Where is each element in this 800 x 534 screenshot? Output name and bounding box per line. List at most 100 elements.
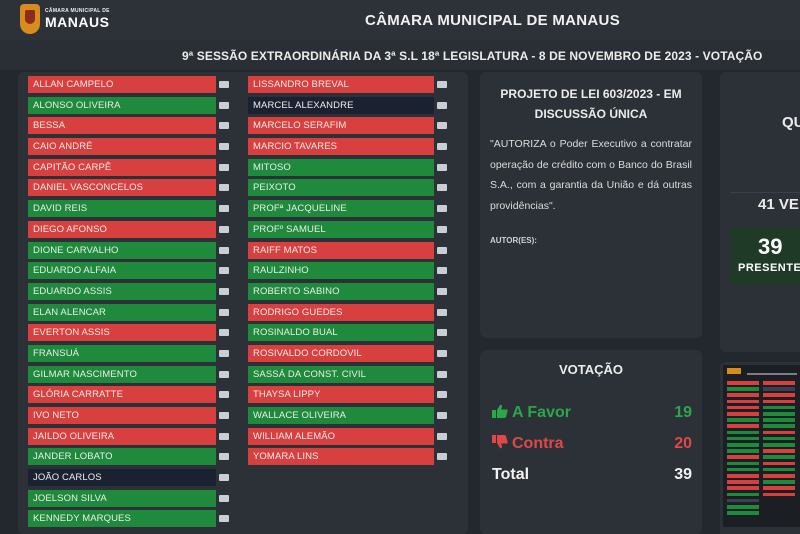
preview-row: [727, 486, 759, 490]
projeto-title: PROJETO DE LEI 603/2023 - EM DISCUSSÃO Ú…: [500, 87, 682, 121]
vereador-name: BESSA: [28, 117, 216, 135]
vereador-name: ROSIVALDO CORDOVIL: [248, 344, 434, 362]
quorum-title: QU: [782, 114, 800, 131]
logo-big-text: MANAUS: [45, 14, 110, 30]
party-badge-icon: [219, 494, 229, 502]
party-badge-icon: [437, 122, 447, 130]
party-badge-icon: [219, 287, 229, 295]
preview-panel: [723, 365, 800, 527]
vereador-name: RODRIGO GUEDES: [248, 303, 434, 321]
votacao-card: VOTAÇÃO A Favor 19 Contra 20 Total 39: [480, 350, 702, 534]
party-badge-icon: [219, 391, 229, 399]
page-title: CÂMARA MUNICIPAL DE MANAUS: [364, 12, 620, 29]
vereador-name: EDUARDO ALFAIA: [28, 262, 216, 280]
preview-logo: [727, 368, 741, 374]
preview-row: [763, 418, 795, 422]
party-badge-icon: [437, 370, 447, 378]
party-badge-icon: [219, 267, 229, 275]
preview-row: [763, 412, 795, 416]
party-badge-icon: [219, 81, 229, 88]
preview-row: [763, 449, 795, 453]
party-badge-icon: [219, 163, 229, 171]
preview-row: [763, 486, 795, 490]
party-badge-icon: [219, 329, 229, 337]
party-badge-icon: [437, 163, 447, 171]
vereador-name: DIEGO AFONSO: [28, 220, 216, 238]
favor-label: A Favor: [512, 404, 571, 421]
party-badge-icon: [219, 474, 229, 482]
party-badge-icon: [219, 453, 229, 461]
party-badge-icon: [437, 205, 447, 213]
party-badge-icon: [437, 184, 447, 192]
crest-icon: [20, 4, 40, 34]
preview-row: [763, 424, 795, 428]
vereador-name: PROFª JACQUELINE: [248, 200, 434, 218]
preview-row: [727, 387, 759, 391]
party-badge-icon: [437, 143, 447, 151]
vereador-name: ROSINALDO BUAL: [248, 324, 434, 342]
preview-row: [727, 474, 759, 478]
preview-thumbnail: [720, 362, 800, 534]
vereador-name: IVO NETO: [28, 407, 216, 424]
vereador-name: ROBERTO SABINO: [248, 282, 434, 300]
vereador-name: DIONE CARVALHO: [28, 241, 216, 259]
vereador-name: GLÓRIA CARRATTE: [28, 386, 216, 404]
vereador-name: MARCELO SERAFIM: [248, 117, 434, 135]
vereador-name: WILLIAM ALEMÃO: [248, 427, 434, 445]
vereador-name: LISSANDRO BREVAL: [248, 76, 434, 93]
preview-row: [727, 399, 759, 404]
logo-small-text: CÂMARA MUNICIPAL DE: [45, 8, 110, 14]
contra-count: 20: [674, 435, 692, 452]
preview-row: [763, 492, 795, 497]
favor-line: A Favor 19: [492, 404, 692, 422]
party-badge-icon: [219, 225, 229, 233]
presentes-count: 39: [758, 234, 783, 259]
preview-row: [727, 430, 759, 435]
vereador-name: JAILDO OLIVEIRA: [28, 427, 216, 445]
contra-label: Contra: [512, 435, 564, 452]
quorum-card: QU 41 VE 39 PRESENTE: [720, 72, 800, 352]
projeto-card: PROJETO DE LEI 603/2023 - EM DISCUSSÃO Ú…: [480, 72, 702, 338]
preview-row: [727, 461, 759, 466]
vereador-name: MARCEL ALEXANDRE: [248, 96, 434, 114]
preview-row: [763, 381, 795, 385]
preview-row: [763, 480, 795, 484]
preview-row: [727, 449, 759, 453]
vereador-name: JOELSON SILVA: [28, 489, 216, 507]
party-badge-icon: [219, 246, 229, 254]
party-badge-icon: [219, 184, 229, 192]
party-badge-icon: [437, 412, 447, 419]
party-badge-icon: [437, 225, 447, 233]
preview-row: [763, 393, 795, 397]
vereador-name: FRANSUÁ: [28, 344, 216, 362]
preview-row: [727, 492, 759, 497]
vereador-name: MITOSO: [248, 158, 434, 176]
preview-row: [727, 467, 759, 472]
vereador-name: EVERTON ASSIS: [28, 324, 216, 342]
preview-row: [727, 505, 759, 509]
preview-row: [727, 412, 759, 416]
projeto-description: "AUTORIZA o Poder Executivo a contratar …: [490, 138, 692, 212]
preview-row: [763, 436, 795, 441]
preview-row: [763, 405, 795, 410]
vereador-name: JANDER LOBATO: [28, 448, 216, 466]
party-badge-icon: [219, 101, 229, 109]
total-line: Total 39: [492, 466, 692, 484]
total-count: 39: [674, 466, 692, 483]
vereador-name: RAULZINHO: [248, 262, 434, 280]
party-badge-icon: [219, 412, 229, 419]
vereador-name: THAYSA LIPPY: [248, 386, 434, 404]
preview-row: [727, 418, 759, 422]
preview-row: [727, 511, 759, 515]
vereador-name: GILMAR NASCIMENTO: [28, 365, 216, 383]
preview-row: [763, 443, 795, 447]
vereadores-panel: ALLAN CAMPELO ALONSO OLIVEIRA BESSA CAIO AN…: [18, 72, 468, 534]
vereador-name: YOMARA LINS: [248, 448, 434, 466]
vereador-name: ALONSO OLIVEIRA: [28, 96, 216, 114]
party-badge-icon: [219, 515, 229, 523]
autor-label: AUTOR(ES):: [490, 236, 537, 245]
vereador-name: KENNEDY MARQUES: [28, 510, 216, 528]
preview-row: [727, 436, 759, 441]
party-badge-icon: [219, 349, 229, 357]
session-title: 9ª SESSÃO EXTRAORDINÁRIA DA 3ª S.L 18ª L…: [182, 49, 763, 63]
